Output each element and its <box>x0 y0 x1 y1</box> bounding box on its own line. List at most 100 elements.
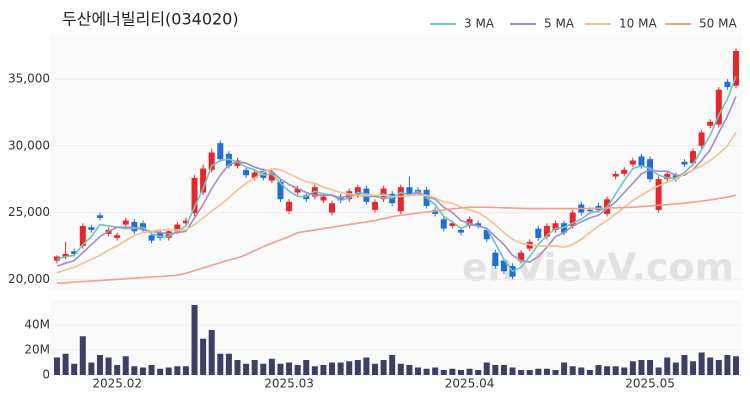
price-panel <box>50 35 742 290</box>
ma-line <box>56 194 737 285</box>
candle-body <box>182 220 189 224</box>
x-tick-label: 2025.04 <box>445 377 495 391</box>
x-tick-label: 2025.05 <box>625 377 675 391</box>
candle-body <box>62 253 69 257</box>
volume-bar <box>569 366 576 375</box>
y-tick-label: 40M <box>24 318 50 332</box>
volume-bar <box>320 365 327 375</box>
volume-bar <box>346 361 353 375</box>
volume-bar <box>96 355 103 375</box>
candle-body <box>733 51 739 86</box>
legend-label: 50 MA <box>699 17 737 31</box>
y-tick-label: 0 <box>42 368 50 382</box>
volume-bar <box>509 367 516 375</box>
candle-body <box>449 223 456 226</box>
volume-bar <box>406 365 413 375</box>
volume-bar <box>664 357 671 375</box>
candle-body <box>286 201 293 212</box>
volume-bar <box>552 370 559 375</box>
candle-body <box>157 232 164 238</box>
candle-body <box>372 201 379 210</box>
volume-bar <box>294 365 301 375</box>
x-tick-label: 2025.03 <box>264 377 314 391</box>
candle-body <box>88 227 95 230</box>
candle-body <box>71 251 78 254</box>
candle-body <box>690 151 697 164</box>
volume-bar <box>208 330 215 375</box>
volume-bar <box>251 360 258 375</box>
x-tick-label: 2025.02 <box>92 377 142 391</box>
volume-bar <box>380 360 387 375</box>
volume-bar <box>483 362 490 375</box>
volume-bar <box>440 370 447 375</box>
volume-bar <box>122 356 129 375</box>
volume-bar <box>62 353 69 375</box>
volume-bar <box>148 365 155 375</box>
candle-body <box>500 260 507 272</box>
candle-body <box>96 215 103 218</box>
volume-bar <box>595 365 602 375</box>
volume-bar <box>105 357 112 375</box>
volume-bar <box>715 360 722 375</box>
candle-body <box>621 169 628 174</box>
candle-body <box>406 187 413 194</box>
candle-body <box>543 225 550 237</box>
volume-bar <box>432 367 439 375</box>
candle-body <box>234 160 241 166</box>
y-tick-label: 20,000 <box>8 272 50 286</box>
volume-bar <box>724 355 731 375</box>
volume-bar <box>311 366 318 375</box>
volume-bar <box>629 361 636 375</box>
volume-bar <box>337 362 344 375</box>
volume-bar <box>139 367 146 375</box>
volume-bar <box>165 367 172 375</box>
volume-bar <box>423 368 430 375</box>
volume-bar <box>363 357 370 375</box>
volume-bar <box>157 368 164 375</box>
volume-bar <box>561 362 568 375</box>
candle-body <box>440 219 447 229</box>
volume-bar <box>303 360 310 375</box>
volume-bar <box>543 368 550 375</box>
volume-bar <box>79 336 86 375</box>
volume-bar <box>466 368 473 375</box>
candle-body <box>243 169 250 176</box>
volume-bar <box>492 365 499 375</box>
volume-bar <box>457 370 464 375</box>
volume-bar <box>200 338 207 375</box>
candle-body <box>200 168 207 193</box>
candle-body <box>518 252 525 261</box>
candle-body <box>681 161 688 165</box>
ma-line <box>56 76 737 273</box>
volume-bar <box>604 366 611 375</box>
volume-bar <box>217 353 224 375</box>
volume-bar <box>586 370 593 375</box>
candle-body <box>552 223 559 230</box>
volume-bar <box>114 365 121 375</box>
volume-bar <box>500 365 507 375</box>
volume-bar <box>672 362 679 375</box>
volume-bar <box>243 363 250 375</box>
candle-body <box>707 121 714 126</box>
volume-bar <box>191 305 198 375</box>
volume-bar <box>277 363 284 375</box>
candle-body <box>329 203 336 213</box>
candle-body <box>432 209 439 214</box>
legend-label: 5 MA <box>544 17 575 31</box>
volume-bar <box>518 370 525 375</box>
y-tick-label: 30,000 <box>8 138 50 152</box>
legend-label: 3 MA <box>464 17 495 31</box>
candle-body <box>217 143 224 160</box>
volume-bar <box>268 358 275 375</box>
candle-body <box>277 181 284 200</box>
volume-bar <box>681 355 688 375</box>
volume-bar <box>182 366 189 375</box>
volume-bar <box>389 355 396 375</box>
volume-bar <box>71 363 78 375</box>
candle-body <box>475 223 482 226</box>
y-tick-label: 35,000 <box>8 72 50 86</box>
candle-body <box>698 132 705 146</box>
candle-body <box>569 212 576 226</box>
volume-bar <box>655 367 662 375</box>
